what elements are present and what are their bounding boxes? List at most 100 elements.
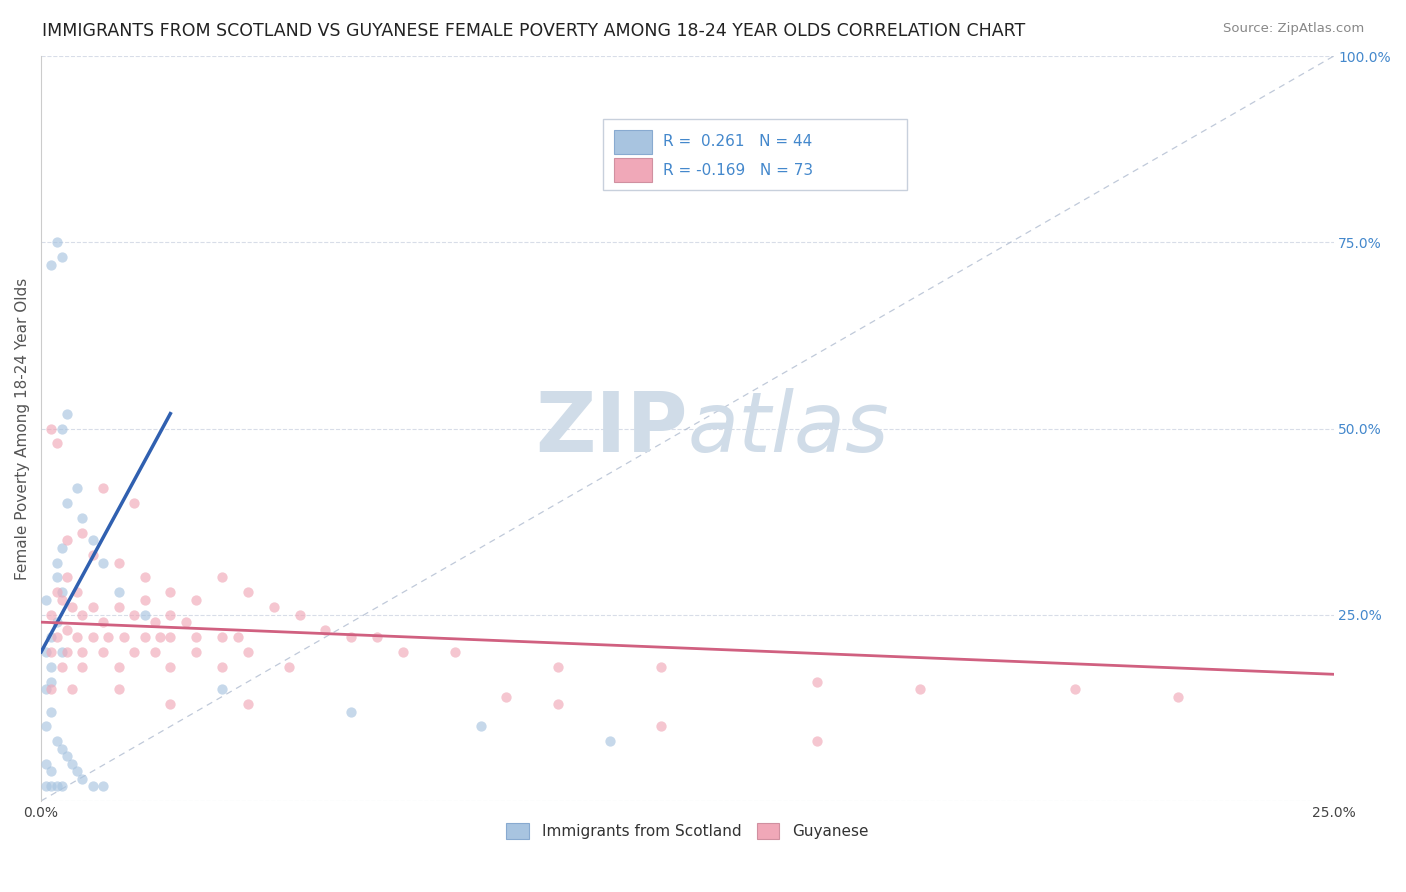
Point [91, 556, 114, 570]
Point [82, 600, 104, 615]
Point [82, 548, 104, 562]
Point [159, 697, 181, 711]
Point [340, 630, 363, 644]
Point [72, 772, 94, 786]
Point [51, 421, 73, 435]
Point [278, 660, 301, 674]
Point [66, 585, 89, 599]
Text: R = -0.169   N = 73: R = -0.169 N = 73 [662, 162, 813, 178]
Point [226, 630, 249, 644]
Point [91, 481, 114, 495]
Point [159, 660, 181, 674]
Point [186, 645, 208, 659]
Point [56, 570, 79, 584]
Point [186, 592, 208, 607]
Point [66, 481, 89, 495]
Point [159, 607, 181, 622]
Point [35, 682, 58, 697]
Point [35, 592, 58, 607]
Point [236, 697, 259, 711]
Point [107, 660, 129, 674]
Point [149, 630, 172, 644]
Point [56, 623, 79, 637]
Point [51, 250, 73, 264]
Point [41, 682, 63, 697]
Point [443, 645, 465, 659]
Point [45, 630, 67, 644]
Point [122, 645, 145, 659]
Point [211, 682, 233, 697]
Point [51, 779, 73, 793]
Bar [613, 158, 652, 182]
Point [650, 719, 672, 733]
Point [41, 660, 63, 674]
Point [908, 682, 931, 697]
Point [107, 600, 129, 615]
Point [143, 615, 166, 629]
Point [56, 407, 79, 421]
Point [211, 570, 233, 584]
Point [547, 660, 569, 674]
Point [72, 645, 94, 659]
Point [66, 630, 89, 644]
Point [41, 779, 63, 793]
Point [51, 741, 73, 756]
Point [45, 585, 67, 599]
Point [51, 660, 73, 674]
Point [159, 630, 181, 644]
Point [236, 585, 259, 599]
Point [41, 421, 63, 435]
Bar [613, 130, 652, 153]
Point [495, 690, 517, 704]
Point [41, 258, 63, 272]
Y-axis label: Female Poverty Among 18-24 Year Olds: Female Poverty Among 18-24 Year Olds [15, 277, 30, 580]
Point [72, 607, 94, 622]
Point [91, 779, 114, 793]
Point [211, 660, 233, 674]
Point [45, 570, 67, 584]
Point [107, 682, 129, 697]
Point [51, 592, 73, 607]
Point [288, 607, 311, 622]
Text: R =  0.261   N = 44: R = 0.261 N = 44 [662, 135, 813, 149]
Point [82, 779, 104, 793]
Point [35, 645, 58, 659]
Point [35, 756, 58, 771]
Point [45, 615, 67, 629]
Point [51, 541, 73, 555]
Point [45, 779, 67, 793]
Point [599, 734, 621, 748]
Point [82, 533, 104, 548]
Point [134, 630, 156, 644]
Point [547, 697, 569, 711]
Point [107, 585, 129, 599]
Point [72, 525, 94, 540]
Point [41, 674, 63, 689]
Point [91, 615, 114, 629]
Point [134, 607, 156, 622]
Text: IMMIGRANTS FROM SCOTLAND VS GUYANESE FEMALE POVERTY AMONG 18-24 YEAR OLDS CORREL: IMMIGRANTS FROM SCOTLAND VS GUYANESE FEM… [42, 22, 1025, 40]
Point [134, 592, 156, 607]
Point [41, 645, 63, 659]
Point [97, 630, 120, 644]
Point [51, 645, 73, 659]
Point [263, 600, 285, 615]
Point [41, 607, 63, 622]
Point [134, 570, 156, 584]
Point [45, 734, 67, 748]
Point [56, 533, 79, 548]
Point [60, 756, 83, 771]
Point [314, 623, 336, 637]
Point [174, 615, 197, 629]
Point [41, 764, 63, 778]
Point [107, 556, 129, 570]
Point [1064, 682, 1087, 697]
Point [143, 645, 166, 659]
Point [1167, 690, 1189, 704]
Point [806, 674, 828, 689]
Point [56, 645, 79, 659]
Point [45, 436, 67, 450]
Point [56, 749, 79, 764]
Point [72, 660, 94, 674]
Point [41, 705, 63, 719]
